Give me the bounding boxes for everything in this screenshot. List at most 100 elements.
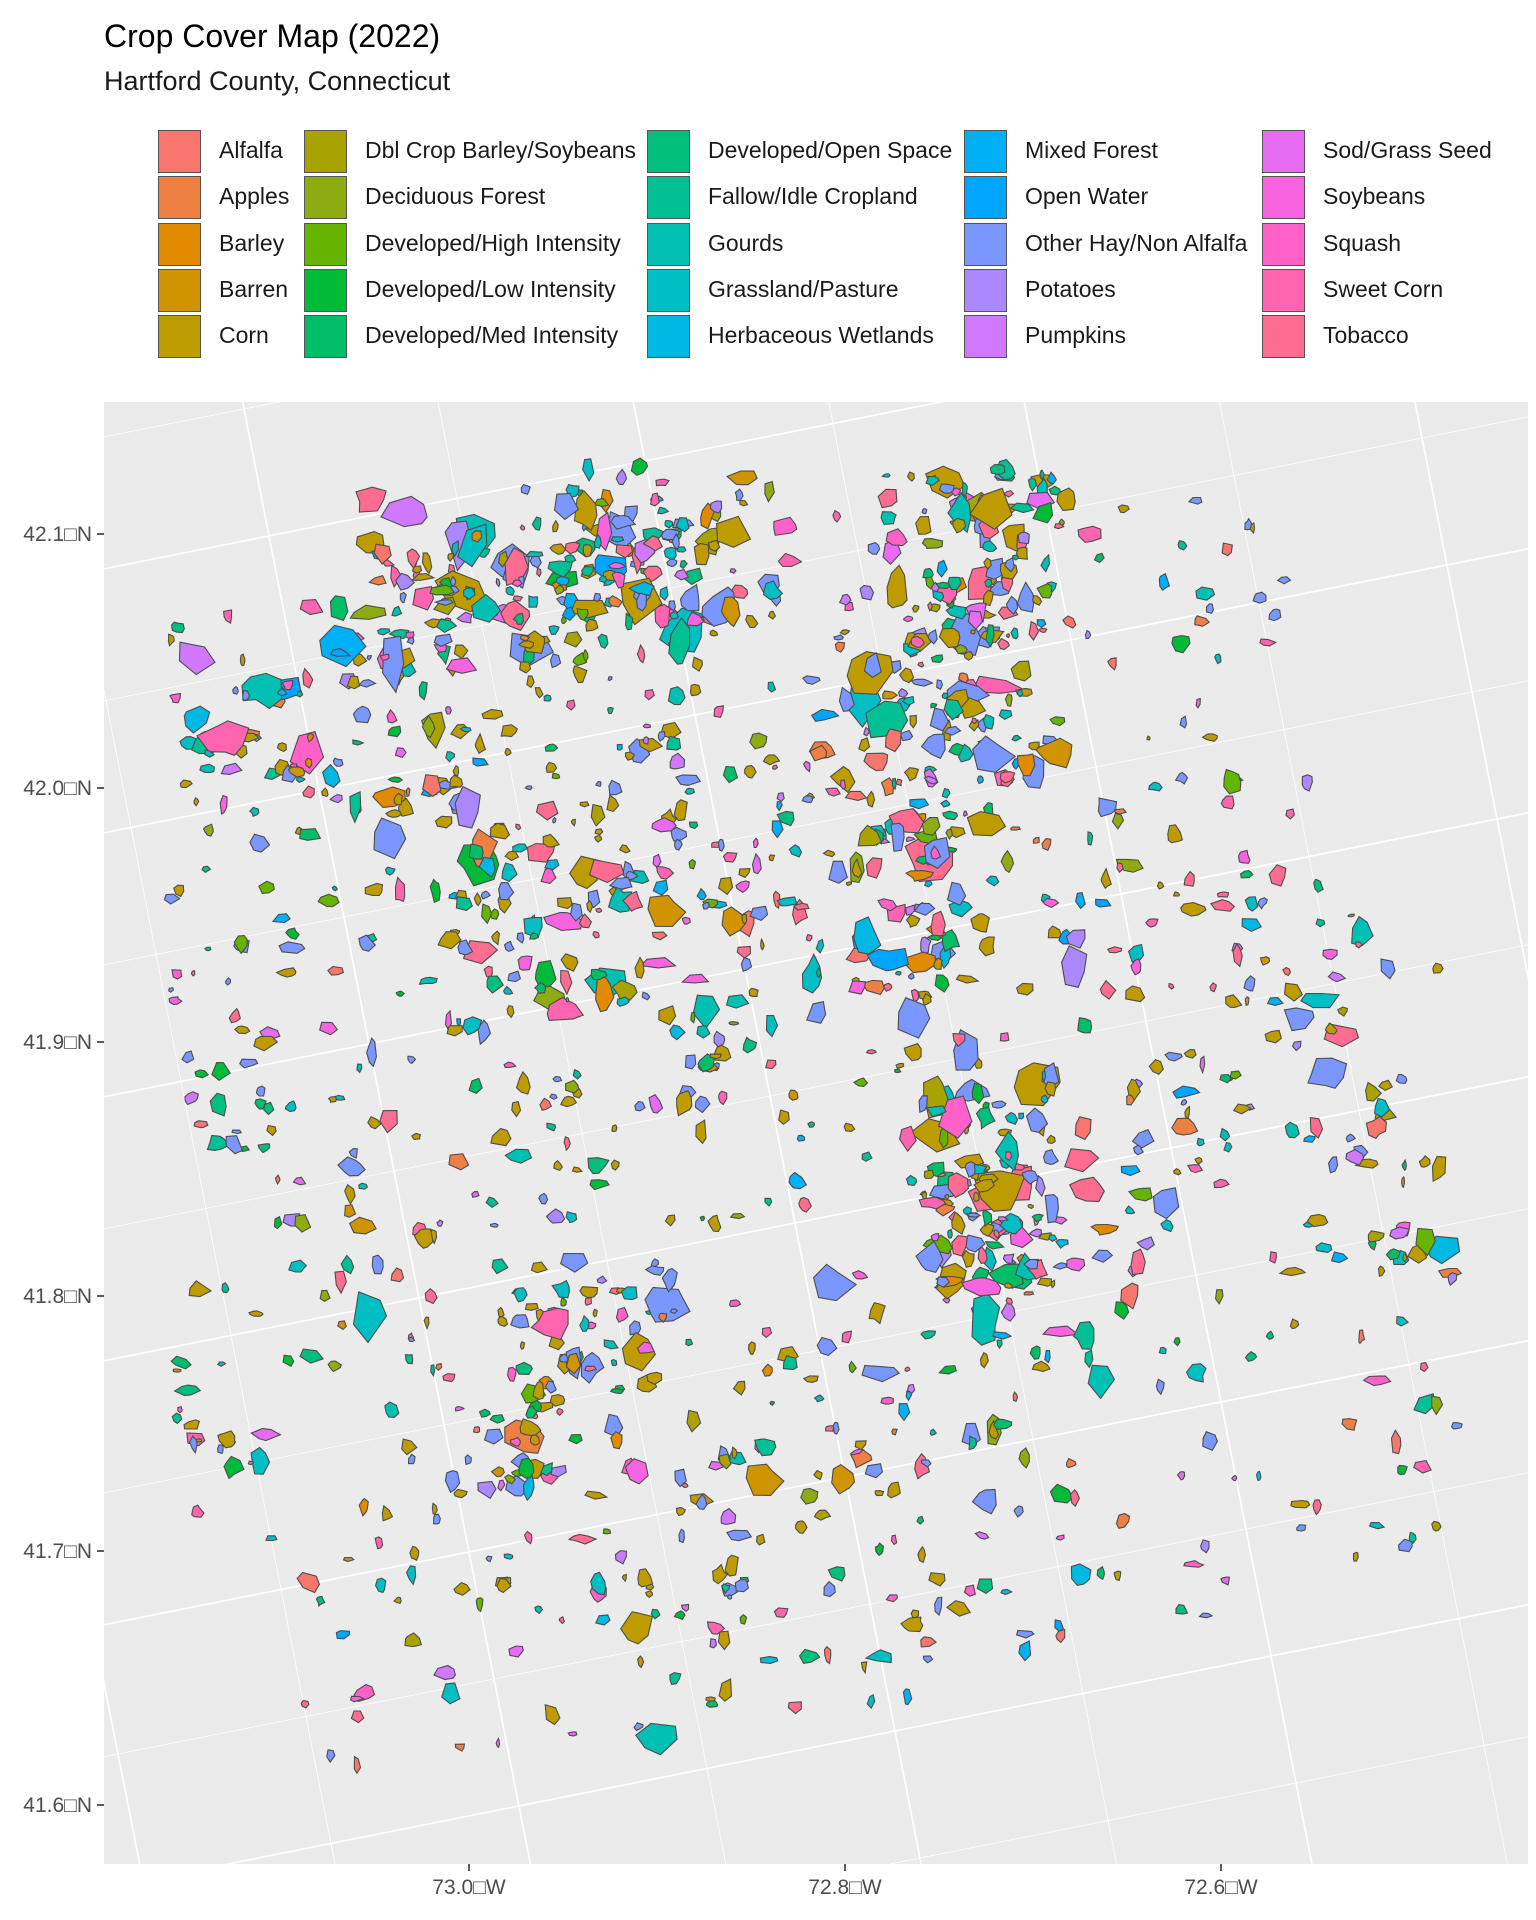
crop-parcel (635, 1722, 678, 1756)
crop-parcel (1367, 1230, 1385, 1243)
crop-parcel (1000, 1588, 1014, 1596)
crop-parcel (1296, 1524, 1307, 1532)
crop-parcel (497, 1479, 506, 1492)
crop-parcel (1200, 1539, 1210, 1554)
crop-parcel (554, 584, 565, 596)
crop-parcel (1450, 1422, 1463, 1430)
crop-parcel (910, 678, 934, 687)
crop-parcel (242, 690, 251, 701)
crop-parcel (798, 1196, 812, 1213)
crop-parcel (773, 516, 798, 536)
crop-parcel (951, 1235, 968, 1257)
crop-parcel (302, 667, 314, 689)
crop-parcel (999, 771, 1016, 784)
crop-parcel (608, 595, 623, 608)
crop-parcel (669, 1672, 682, 1686)
crop-parcel (1176, 1471, 1186, 1481)
crop-parcel (666, 558, 678, 567)
crop-parcel (183, 1419, 201, 1430)
gridline-major (104, 812, 1528, 1098)
crop-parcel (1284, 1121, 1300, 1139)
crop-parcel (285, 927, 300, 940)
crop-parcel (1075, 891, 1086, 910)
crop-parcel (1380, 958, 1396, 980)
crop-parcel (668, 600, 676, 612)
crop-parcel (544, 743, 559, 752)
crop-parcel (201, 865, 212, 873)
crop-parcel (829, 765, 856, 794)
crop-parcel (1113, 808, 1128, 815)
crop-parcel (387, 776, 404, 783)
crop-parcel (1120, 1165, 1141, 1177)
crop-parcel (675, 517, 690, 533)
crop-parcel (973, 1191, 980, 1203)
crop-parcel (874, 1542, 885, 1557)
crop-parcel (540, 1461, 553, 1477)
crop-parcel (863, 752, 889, 772)
crop-parcel (1171, 1117, 1199, 1136)
crop-parcel (472, 757, 489, 767)
crop-parcel (673, 799, 688, 822)
crop-parcel (423, 618, 442, 629)
crop-parcel (910, 988, 920, 1002)
crop-parcel (1413, 1459, 1432, 1474)
crop-parcel (1198, 1612, 1214, 1619)
crop-parcel (1180, 1098, 1188, 1106)
crop-parcel (645, 1590, 654, 1599)
crop-parcel (1130, 1248, 1146, 1276)
crop-parcel (405, 787, 411, 798)
legend-swatch (304, 223, 347, 266)
crop-parcel (459, 726, 472, 733)
crop-parcel (485, 1196, 499, 1208)
crop-parcel (843, 1122, 856, 1132)
crop-parcel (607, 561, 627, 570)
crop-parcel (1116, 862, 1124, 874)
crop-parcel (899, 1125, 917, 1153)
crop-parcel (390, 564, 402, 588)
crop-parcel (315, 1595, 326, 1607)
crop-parcel (386, 709, 398, 724)
crop-parcel (898, 1403, 911, 1422)
crop-parcel (1028, 741, 1040, 751)
crop-parcel (765, 1014, 779, 1038)
crop-parcel (553, 492, 580, 521)
crop-parcel (971, 717, 978, 725)
crop-parcel (788, 1089, 799, 1101)
crop-parcel (512, 843, 529, 853)
crop-parcel (1385, 1248, 1401, 1261)
crop-parcel (618, 844, 631, 854)
crop-parcel (669, 1024, 686, 1041)
crop-parcel (894, 970, 902, 976)
crop-parcel (948, 899, 973, 918)
crop-parcel (646, 1371, 663, 1386)
crop-parcel (1040, 553, 1051, 573)
crop-parcel (671, 532, 680, 551)
crop-parcel (967, 610, 984, 631)
legend-swatch (158, 176, 201, 219)
crop-parcel (1219, 1074, 1233, 1084)
crop-parcel (971, 1488, 997, 1515)
crop-parcel (603, 1339, 619, 1350)
crop-parcel (637, 1568, 654, 1588)
crop-parcel (740, 956, 753, 973)
crop-parcel (673, 568, 690, 581)
crop-parcel (1125, 985, 1146, 1003)
crop-parcel (167, 633, 175, 647)
crop-parcel (748, 987, 759, 997)
crop-parcel (1401, 1175, 1405, 1189)
crop-parcel (1044, 1081, 1057, 1097)
crop-parcel (255, 1085, 266, 1097)
crop-parcel (551, 773, 561, 780)
crop-parcel (1183, 1048, 1197, 1059)
crop-parcel (900, 1616, 924, 1633)
crop-parcel (946, 1600, 972, 1617)
crop-parcel (658, 1005, 677, 1026)
crop-parcel (761, 1326, 773, 1339)
crop-parcel (824, 787, 842, 797)
crop-parcel (1377, 1265, 1386, 1277)
crop-parcel (809, 744, 828, 762)
crop-parcel (384, 866, 396, 876)
crop-parcel (880, 777, 894, 797)
crop-parcel (568, 1434, 583, 1445)
crop-parcel (1016, 581, 1035, 613)
